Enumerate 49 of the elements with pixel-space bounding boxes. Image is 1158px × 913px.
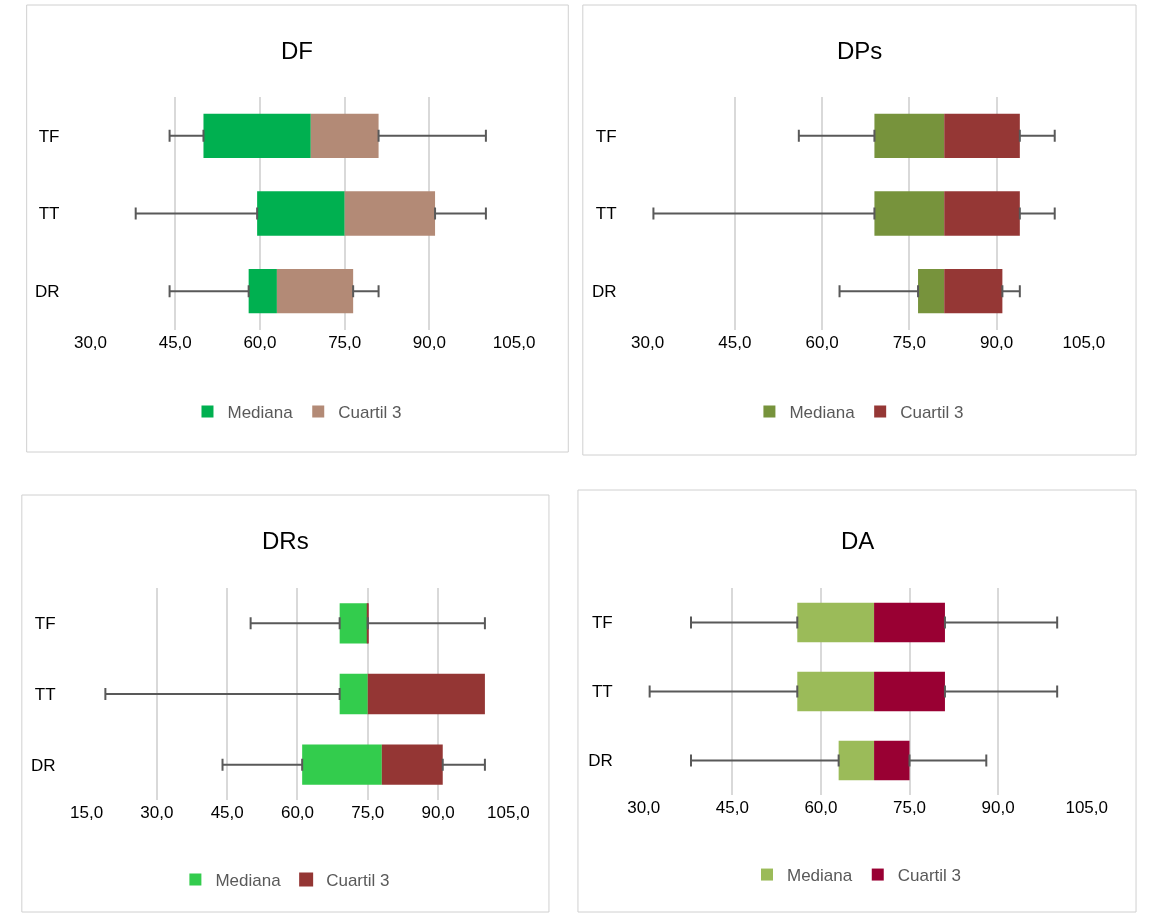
- x-tick-label: 75,0: [328, 333, 362, 352]
- legend-label: Cuartil 3: [338, 403, 402, 423]
- x-tick-label: 60,0: [243, 333, 277, 352]
- chart-title: DF: [281, 37, 313, 64]
- x-tick-label: 60,0: [804, 798, 838, 817]
- y-tick-label: TF: [34, 614, 56, 634]
- chart-title: DPs: [837, 37, 883, 64]
- x-tick-label: 30,0: [140, 803, 174, 822]
- x-tick-label: 105,0: [1062, 333, 1106, 352]
- y-tick-label: DR: [588, 751, 613, 771]
- x-tick-label: 105,0: [487, 803, 530, 822]
- legend-label: Cuartil 3: [326, 871, 390, 891]
- x-tick-label: 45,0: [210, 803, 244, 822]
- legend-label: Cuartil 3: [900, 403, 964, 423]
- x-tick-label: 60,0: [805, 333, 839, 352]
- x-tick-label: 75,0: [892, 798, 927, 817]
- x-tick-label: 60,0: [280, 803, 315, 822]
- x-tick-label: 75,0: [892, 333, 926, 352]
- y-tick-label: DR: [34, 282, 60, 302]
- y-tick-label: TT: [595, 204, 617, 224]
- x-tick-label: 45,0: [158, 333, 192, 352]
- x-tick-label: 90,0: [412, 333, 446, 352]
- x-tick-label: 90,0: [421, 803, 455, 822]
- x-tick-label: 105,0: [1065, 798, 1108, 817]
- legend-label: Mediana: [215, 871, 282, 891]
- y-tick-label: DR: [592, 282, 617, 302]
- chart-title: DA: [841, 527, 875, 554]
- x-tick-label: 30,0: [627, 798, 661, 817]
- x-tick-label: 90,0: [980, 333, 1014, 352]
- y-tick-label: DR: [31, 755, 56, 775]
- x-tick-label: 45,0: [715, 798, 749, 817]
- x-tick-label: 105,0: [492, 333, 536, 352]
- legend-label: Mediana: [787, 866, 853, 886]
- legend-label: Mediana: [227, 403, 294, 423]
- x-tick-label: 15,0: [70, 803, 104, 822]
- y-tick-label: TT: [591, 682, 613, 702]
- legend-label: Cuartil 3: [897, 866, 962, 886]
- x-tick-label: 30,0: [631, 333, 665, 352]
- y-tick-label: TF: [38, 126, 60, 146]
- y-tick-label: TF: [591, 613, 613, 633]
- legend-label: Mediana: [789, 403, 856, 423]
- x-tick-label: 30,0: [73, 333, 108, 352]
- x-tick-label: 75,0: [351, 803, 385, 822]
- chart-title: DRs: [262, 527, 309, 554]
- x-tick-label: 45,0: [718, 333, 752, 352]
- x-tick-label: 90,0: [981, 798, 1015, 817]
- y-tick-label: TT: [38, 204, 60, 224]
- y-tick-label: TF: [595, 126, 617, 146]
- y-tick-label: TT: [34, 684, 56, 704]
